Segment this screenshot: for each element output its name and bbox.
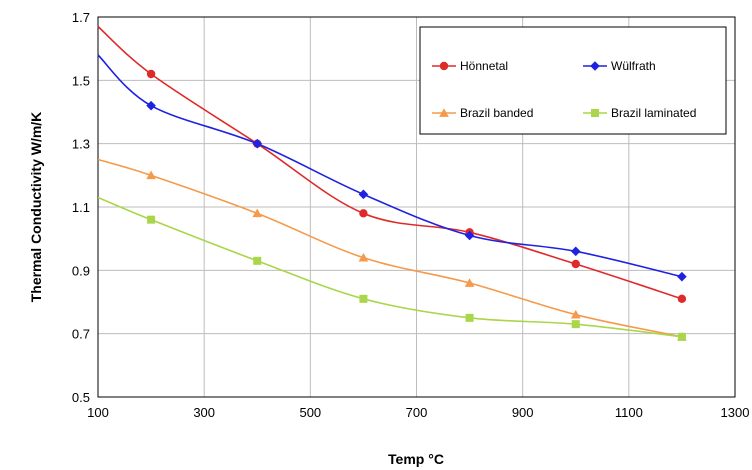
legend-label: Hönnetal	[460, 59, 508, 73]
y-tick-label: 1.3	[72, 137, 90, 152]
series-brazil-laminated	[97, 196, 686, 341]
legend-item-brazil-laminated: Brazil laminated	[583, 106, 696, 120]
data-point-brazil-laminated	[147, 215, 156, 224]
data-point-wulfrath	[464, 230, 475, 241]
x-tick-label: 900	[512, 405, 534, 420]
data-point-brazil-banded	[358, 252, 369, 262]
data-point-honnetal	[677, 294, 687, 304]
legend-item-wulfrath: Wülfrath	[583, 59, 656, 73]
data-point-wulfrath	[570, 246, 581, 257]
y-tick-label: 1.1	[72, 200, 90, 215]
series-brazil-banded	[97, 158, 687, 341]
x-tick-label: 700	[406, 405, 428, 420]
y-axis-title: Thermal Conductivity W/m/K	[28, 112, 44, 303]
data-point-brazil-laminated	[253, 256, 262, 265]
x-tick-label: 100	[87, 405, 109, 420]
data-point-brazil-laminated	[677, 332, 686, 341]
y-tick-label: 0.9	[72, 263, 90, 278]
data-point-brazil-laminated	[465, 313, 474, 322]
data-point-honnetal	[571, 259, 580, 269]
series-line-brazil-laminated	[97, 196, 683, 338]
legend-item-honnetal: Hönnetal	[432, 59, 508, 73]
x-tick-label: 1100	[615, 405, 643, 420]
plot-area	[97, 16, 736, 398]
x-tick-label: 1300	[721, 405, 750, 420]
y-tick-label: 1.5	[72, 73, 90, 88]
x-axis-title: Temp °C	[388, 451, 444, 467]
data-point-wulfrath	[358, 189, 369, 200]
legend-marker-brazil-banded	[439, 108, 449, 117]
legend-label: Brazil laminated	[611, 106, 696, 120]
legend-box	[419, 26, 727, 135]
data-point-wulfrath	[677, 271, 687, 282]
legend-item-brazil-banded: Brazil banded	[432, 106, 533, 120]
data-point-brazil-banded	[146, 170, 156, 180]
y-tick-label: 0.7	[72, 327, 90, 342]
x-tick-label: 300	[193, 405, 215, 420]
series-wulfrath	[97, 54, 687, 282]
legend-label: Wülfrath	[611, 59, 656, 73]
data-point-brazil-banded	[464, 278, 475, 287]
legend-marker-honnetal	[439, 61, 449, 71]
legend-label: Brazil banded	[460, 106, 533, 120]
data-point-honnetal	[359, 209, 368, 218]
data-point-wulfrath	[146, 100, 156, 111]
legend: Hönnetal Wülfrath Brazil banded Brazil lami…	[419, 26, 727, 135]
series-lines	[97, 25, 687, 341]
data-point-wulfrath	[252, 138, 263, 149]
data-point-brazil-banded	[570, 309, 581, 319]
legend-marker-brazil-laminated	[591, 109, 599, 117]
axis-ticks: 100 300 500 700 900 1100 1300 0.5 0.7 0.9 1.1 1.3 1.…	[72, 10, 750, 420]
x-tick-label: 500	[299, 405, 321, 420]
legend-marker-wulfrath	[590, 61, 600, 71]
data-point-brazil-banded	[252, 208, 263, 218]
data-point-honnetal	[146, 69, 156, 79]
y-tick-label: 0.5	[72, 390, 90, 405]
series-line-brazil-banded	[97, 158, 683, 338]
y-tick-label: 1.7	[72, 10, 90, 25]
data-point-brazil-laminated	[571, 320, 580, 329]
data-point-brazil-laminated	[359, 294, 368, 303]
